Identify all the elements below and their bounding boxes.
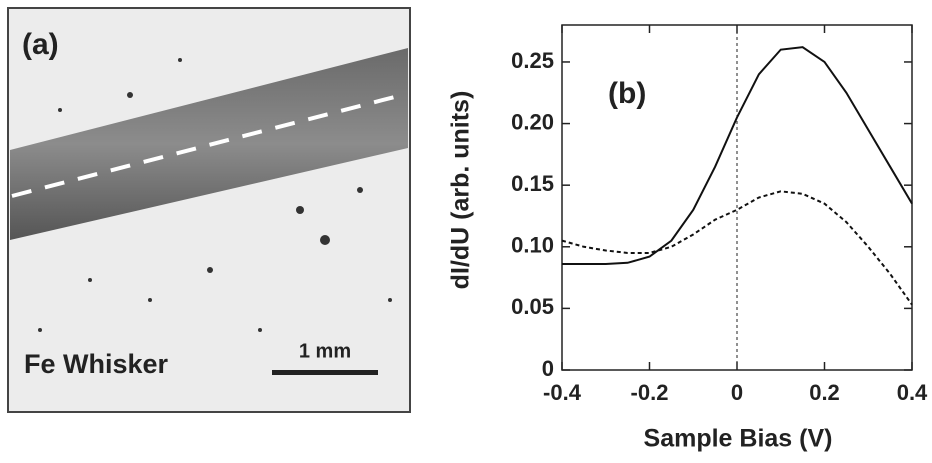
x-axis-label: Sample Bias (V) (644, 425, 833, 453)
panel-label: (a) (22, 28, 59, 61)
y-tick-label: 0.05 (511, 294, 554, 319)
speckles (38, 58, 392, 332)
x-tick-label: 0 (731, 380, 743, 405)
y-axis-label: dI/dU (arb. units) (447, 91, 475, 290)
y-tick-label: 0.20 (511, 109, 554, 134)
y-tick-label: 0.15 (511, 171, 554, 196)
panel-b: dI/dU (arb. units) Sample Bias (V) (b) 0… (447, 24, 928, 453)
image-caption: Fe Whisker (24, 349, 169, 379)
y-tick-label: 0.25 (511, 48, 554, 73)
y-tick-label: 0.10 (511, 233, 554, 258)
x-tick-label: -0.2 (631, 380, 669, 405)
scale-bar-label: 1 mm (299, 340, 351, 362)
data-line (562, 46, 913, 266)
x-tick-label: 0.2 (809, 380, 840, 405)
panel-a: (a) Fe Whisker 1 mm (7, 7, 411, 413)
data-line (561, 190, 913, 306)
y-tick-label: 0 (542, 356, 554, 381)
panel-label: (b) (608, 77, 646, 110)
x-tick-label: 0.4 (897, 380, 928, 405)
scale-bar (272, 370, 378, 375)
whisker (10, 48, 408, 240)
x-tick-label: -0.4 (543, 380, 582, 405)
